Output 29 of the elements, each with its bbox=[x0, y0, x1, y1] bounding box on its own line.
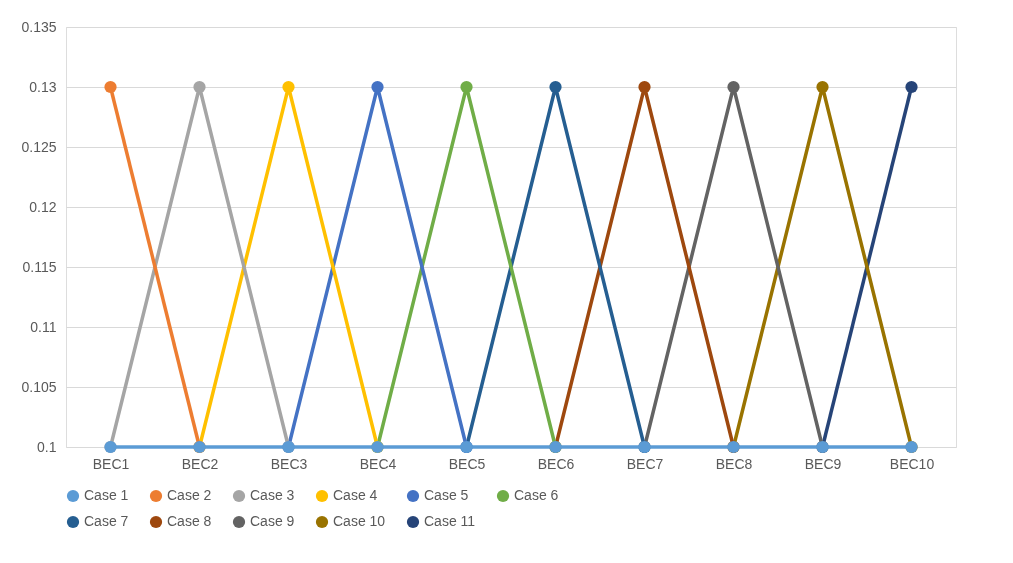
y-tick-label: 0.105 bbox=[21, 378, 57, 395]
legend-label: Case 9 bbox=[250, 513, 295, 529]
legend-label: Case 11 bbox=[424, 513, 476, 529]
y-tick-label: 0.1 bbox=[37, 438, 57, 455]
legend-label: Case 7 bbox=[84, 513, 129, 529]
x-tick-label: BEC4 bbox=[359, 455, 397, 472]
x-tick-label: BEC5 bbox=[448, 455, 486, 472]
x-tick-label: BEC8 bbox=[715, 455, 753, 472]
legend-label: Case 4 bbox=[333, 487, 378, 503]
y-tick-label: 0.135 bbox=[21, 18, 57, 35]
legend-label: Case 6 bbox=[514, 487, 559, 503]
legend-label: Case 1 bbox=[84, 487, 129, 503]
legend-label: Case 10 bbox=[333, 513, 386, 529]
legend-label: Case 2 bbox=[167, 487, 212, 503]
x-tick-label: BEC7 bbox=[626, 455, 664, 472]
y-tick-label: 0.13 bbox=[29, 78, 57, 95]
legend-label: Case 3 bbox=[250, 487, 295, 503]
legend-label: Case 5 bbox=[424, 487, 469, 503]
legend-label: Case 8 bbox=[167, 513, 212, 529]
y-tick-label: 0.125 bbox=[21, 138, 57, 155]
y-tick-label: 0.11 bbox=[30, 318, 57, 335]
x-tick-label: BEC6 bbox=[537, 455, 575, 472]
x-tick-label: BEC9 bbox=[804, 455, 842, 472]
x-tick-label: BEC3 bbox=[270, 455, 308, 472]
y-tick-label: 0.115 bbox=[22, 258, 57, 275]
y-tick-label: 0.12 bbox=[29, 198, 57, 215]
x-tick-label: BEC1 bbox=[92, 455, 130, 472]
x-tick-label: BEC2 bbox=[181, 455, 219, 472]
x-tick-label: BEC10 bbox=[889, 455, 935, 472]
